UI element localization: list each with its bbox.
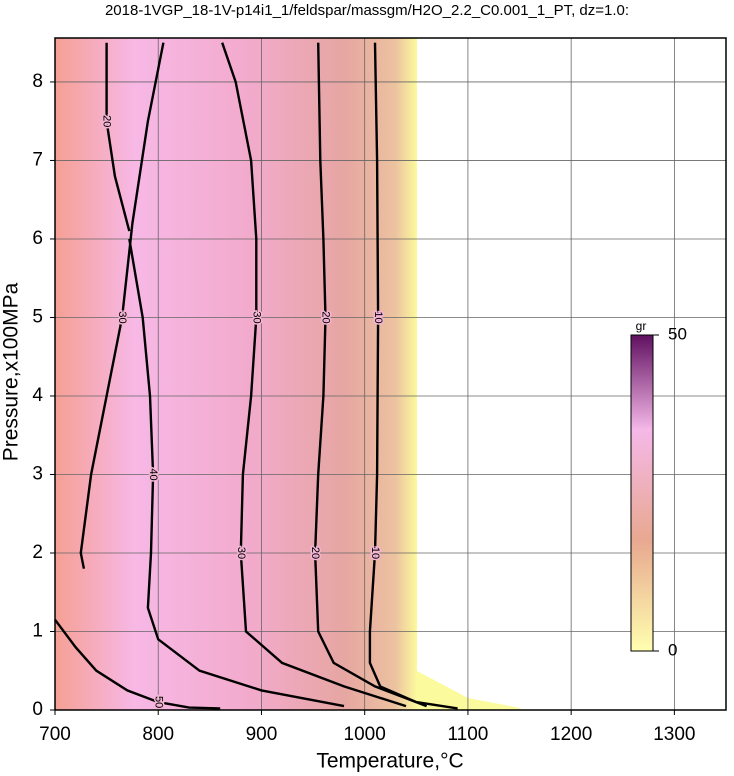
- colorbar-label: gr: [636, 319, 647, 333]
- colorbar-tick-label: 0: [668, 640, 677, 659]
- contour-label: 10: [369, 547, 381, 559]
- contour-label: 30: [116, 311, 128, 323]
- y-tick-label: 4: [32, 385, 43, 406]
- x-tick-label: 700: [39, 724, 71, 745]
- contour-label: 20: [309, 547, 321, 559]
- x-tick-label: 1300: [653, 724, 695, 745]
- contour-line: [105, 42, 131, 232]
- contour-label: 10: [372, 311, 384, 323]
- y-tick-label: 7: [32, 149, 43, 170]
- contour-line: [79, 42, 165, 569]
- y-tick-label: 2: [32, 542, 43, 563]
- contour-line: [313, 42, 428, 708]
- data-domain: [55, 38, 520, 710]
- y-tick-label: 1: [32, 621, 43, 642]
- contour-line: [368, 42, 458, 710]
- contour-line: [221, 42, 407, 708]
- contour-label: 50: [152, 696, 164, 708]
- contour-label: 20: [101, 115, 113, 127]
- plot-frame: [54, 37, 727, 711]
- colorbar: [630, 334, 654, 652]
- x-tick-label: 900: [246, 724, 278, 745]
- contour-label: 40: [147, 468, 159, 480]
- x-tick-label: 800: [142, 724, 174, 745]
- colorbar-tick-label: 50: [668, 324, 687, 343]
- y-tick-label: 3: [32, 463, 43, 484]
- contour-label: 30: [235, 547, 247, 559]
- contour-line: [54, 618, 221, 710]
- y-tick-label: 0: [32, 699, 43, 720]
- contour-label: 20: [320, 311, 332, 323]
- contour-label: 30: [250, 311, 262, 323]
- x-tick-label: 1100: [447, 724, 488, 745]
- y-tick-label: 6: [32, 228, 43, 249]
- x-axis-label: Temperature,°C: [316, 750, 463, 773]
- y-axis-label: Pressure,x100MPa: [0, 282, 23, 461]
- contour-line: [128, 238, 345, 708]
- chart-title: 2018-1VGP_18-1V-p14i1_1/feldspar/massgm/…: [105, 2, 629, 19]
- x-tick-label: 1200: [550, 724, 592, 745]
- y-tick-label: 5: [32, 306, 43, 327]
- y-tick-label: 8: [32, 71, 43, 92]
- x-tick-label: 1000: [344, 724, 386, 745]
